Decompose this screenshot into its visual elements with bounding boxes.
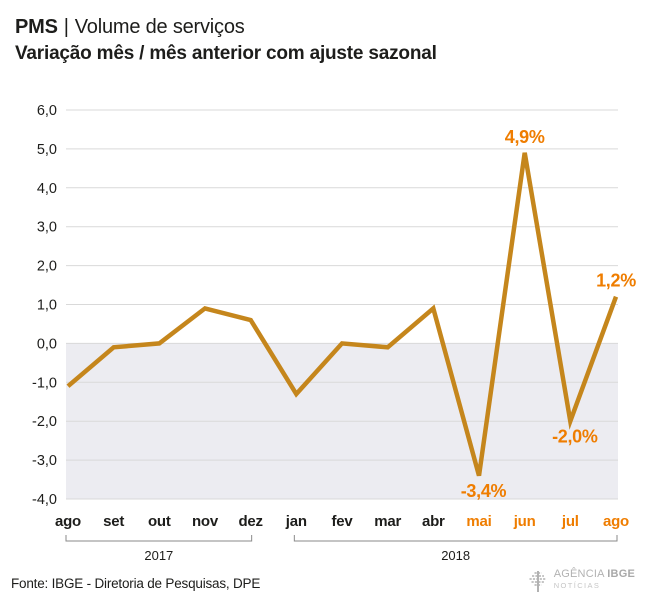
year-bracket bbox=[65, 535, 253, 542]
data-point-label: -3,4% bbox=[461, 481, 507, 501]
ibge-tree-icon bbox=[529, 571, 547, 592]
y-axis-tick-label: 6,0 bbox=[37, 103, 57, 119]
x-axis-month-label: mai bbox=[466, 513, 491, 530]
title-separator: | bbox=[63, 16, 69, 38]
y-axis-tick-label: 4,0 bbox=[37, 181, 57, 197]
logo-sub: NOTÍCIAS bbox=[553, 581, 601, 590]
y-axis-tick-label: 0,0 bbox=[37, 336, 57, 352]
x-axis-month-label: mar bbox=[374, 513, 401, 530]
year-label: 2018 bbox=[441, 548, 470, 563]
data-point-label: 1,2% bbox=[596, 271, 636, 291]
logo-text: AGÊNCIA IBGE NOTÍCIAS bbox=[554, 569, 635, 590]
x-axis-month-label: jul bbox=[561, 513, 579, 530]
agencia-ibge-logo: AGÊNCIA IBGE NOTÍCIAS bbox=[528, 569, 635, 594]
x-axis-month-label: nov bbox=[192, 513, 219, 530]
title-rest: Volume de serviços bbox=[74, 16, 245, 38]
year-label: 2017 bbox=[144, 548, 173, 563]
y-axis-tick-label: 5,0 bbox=[37, 142, 57, 158]
x-axis-month-label: abr bbox=[422, 513, 445, 530]
x-axis-month-label: jan bbox=[285, 513, 307, 530]
x-axis-month-label: dez bbox=[238, 513, 262, 530]
data-point-label: -2,0% bbox=[552, 427, 598, 447]
chart-header: PMS | Volume de serviços Variação mês / mê… bbox=[15, 14, 437, 67]
y-axis-tick-label: -2,0 bbox=[32, 414, 57, 430]
logo-brand: IBGE bbox=[607, 568, 635, 580]
y-axis-tick-label: 3,0 bbox=[37, 220, 57, 236]
x-axis-month-label: fev bbox=[331, 513, 353, 530]
series-line bbox=[66, 152, 619, 477]
y-axis-tick-label: -3,0 bbox=[32, 453, 57, 469]
x-axis-month-label: ago bbox=[55, 513, 81, 530]
y-axis-tick-label: -1,0 bbox=[32, 375, 57, 391]
y-axis-tick-label: 1,0 bbox=[37, 298, 57, 314]
x-axis-month-label: set bbox=[103, 513, 124, 530]
x-axis-month-label: out bbox=[148, 513, 171, 530]
y-axis-tick-label: 2,0 bbox=[37, 259, 57, 275]
x-axis-month-label: ago bbox=[603, 513, 629, 530]
y-axis-tick-label: -4,0 bbox=[32, 492, 57, 508]
page-title: PMS | Volume de serviços bbox=[15, 14, 437, 41]
year-bracket bbox=[293, 535, 618, 542]
page-subtitle: Variação mês / mês anterior com ajuste s… bbox=[15, 43, 437, 64]
logo-agency: AGÊNCIA bbox=[553, 568, 605, 580]
title-acronym: PMS bbox=[15, 16, 58, 38]
data-point-label: 4,9% bbox=[505, 127, 545, 147]
source-note: Fonte: IBGE - Diretoria de Pesquisas, DP… bbox=[11, 576, 261, 591]
x-axis-month-label: jun bbox=[513, 513, 536, 530]
